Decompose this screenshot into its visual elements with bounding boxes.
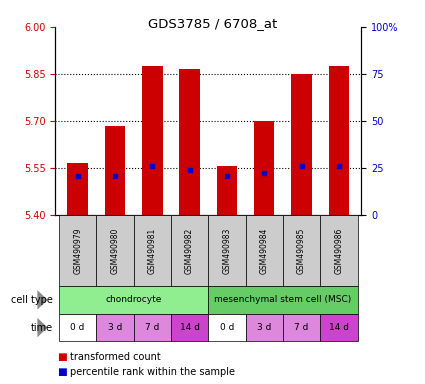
Text: 14 d: 14 d	[180, 323, 200, 332]
Bar	[320, 314, 357, 341]
Text: 7 d: 7 d	[145, 323, 159, 332]
Text: GSM490979: GSM490979	[73, 227, 82, 274]
Bar	[96, 314, 133, 341]
Text: 3 d: 3 d	[108, 323, 122, 332]
Text: chondrocyte: chondrocyte	[105, 295, 162, 305]
Text: time: time	[31, 323, 53, 333]
Bar	[59, 286, 208, 314]
Bar	[96, 215, 133, 286]
Bar	[133, 215, 171, 286]
Text: 0 d: 0 d	[220, 323, 234, 332]
Polygon shape	[37, 318, 48, 337]
Polygon shape	[37, 290, 48, 310]
Text: 14 d: 14 d	[329, 323, 349, 332]
Text: 3 d: 3 d	[257, 323, 272, 332]
Bar	[208, 314, 246, 341]
Text: GDS3785 / 6708_at: GDS3785 / 6708_at	[148, 17, 277, 30]
Text: transformed count: transformed count	[70, 352, 161, 362]
Text: ■: ■	[57, 352, 67, 362]
Bar	[105, 126, 125, 215]
Bar	[59, 215, 96, 286]
Bar	[68, 163, 88, 215]
Text: mesenchymal stem cell (MSC): mesenchymal stem cell (MSC)	[214, 295, 351, 305]
Text: percentile rank within the sample: percentile rank within the sample	[70, 367, 235, 377]
Text: GSM490985: GSM490985	[297, 227, 306, 274]
Bar	[329, 66, 349, 215]
Bar	[59, 314, 96, 341]
Bar	[171, 314, 208, 341]
Bar	[283, 215, 320, 286]
Bar	[133, 314, 171, 341]
Bar	[142, 66, 162, 215]
Text: GSM490986: GSM490986	[334, 227, 343, 274]
Text: cell type: cell type	[11, 295, 53, 305]
Bar	[254, 121, 275, 215]
Text: GSM490983: GSM490983	[222, 227, 231, 274]
Text: ■: ■	[57, 367, 67, 377]
Bar	[171, 215, 208, 286]
Bar	[320, 215, 357, 286]
Bar	[246, 314, 283, 341]
Text: 0 d: 0 d	[71, 323, 85, 332]
Text: GSM490980: GSM490980	[110, 227, 119, 274]
Bar	[283, 314, 320, 341]
Text: 7 d: 7 d	[295, 323, 309, 332]
Text: GSM490981: GSM490981	[148, 227, 157, 274]
Text: GSM490982: GSM490982	[185, 227, 194, 274]
Bar	[217, 166, 237, 215]
Bar	[291, 74, 312, 215]
Bar	[246, 215, 283, 286]
Bar	[179, 69, 200, 215]
Bar	[208, 286, 357, 314]
Bar	[208, 215, 246, 286]
Text: GSM490984: GSM490984	[260, 227, 269, 274]
